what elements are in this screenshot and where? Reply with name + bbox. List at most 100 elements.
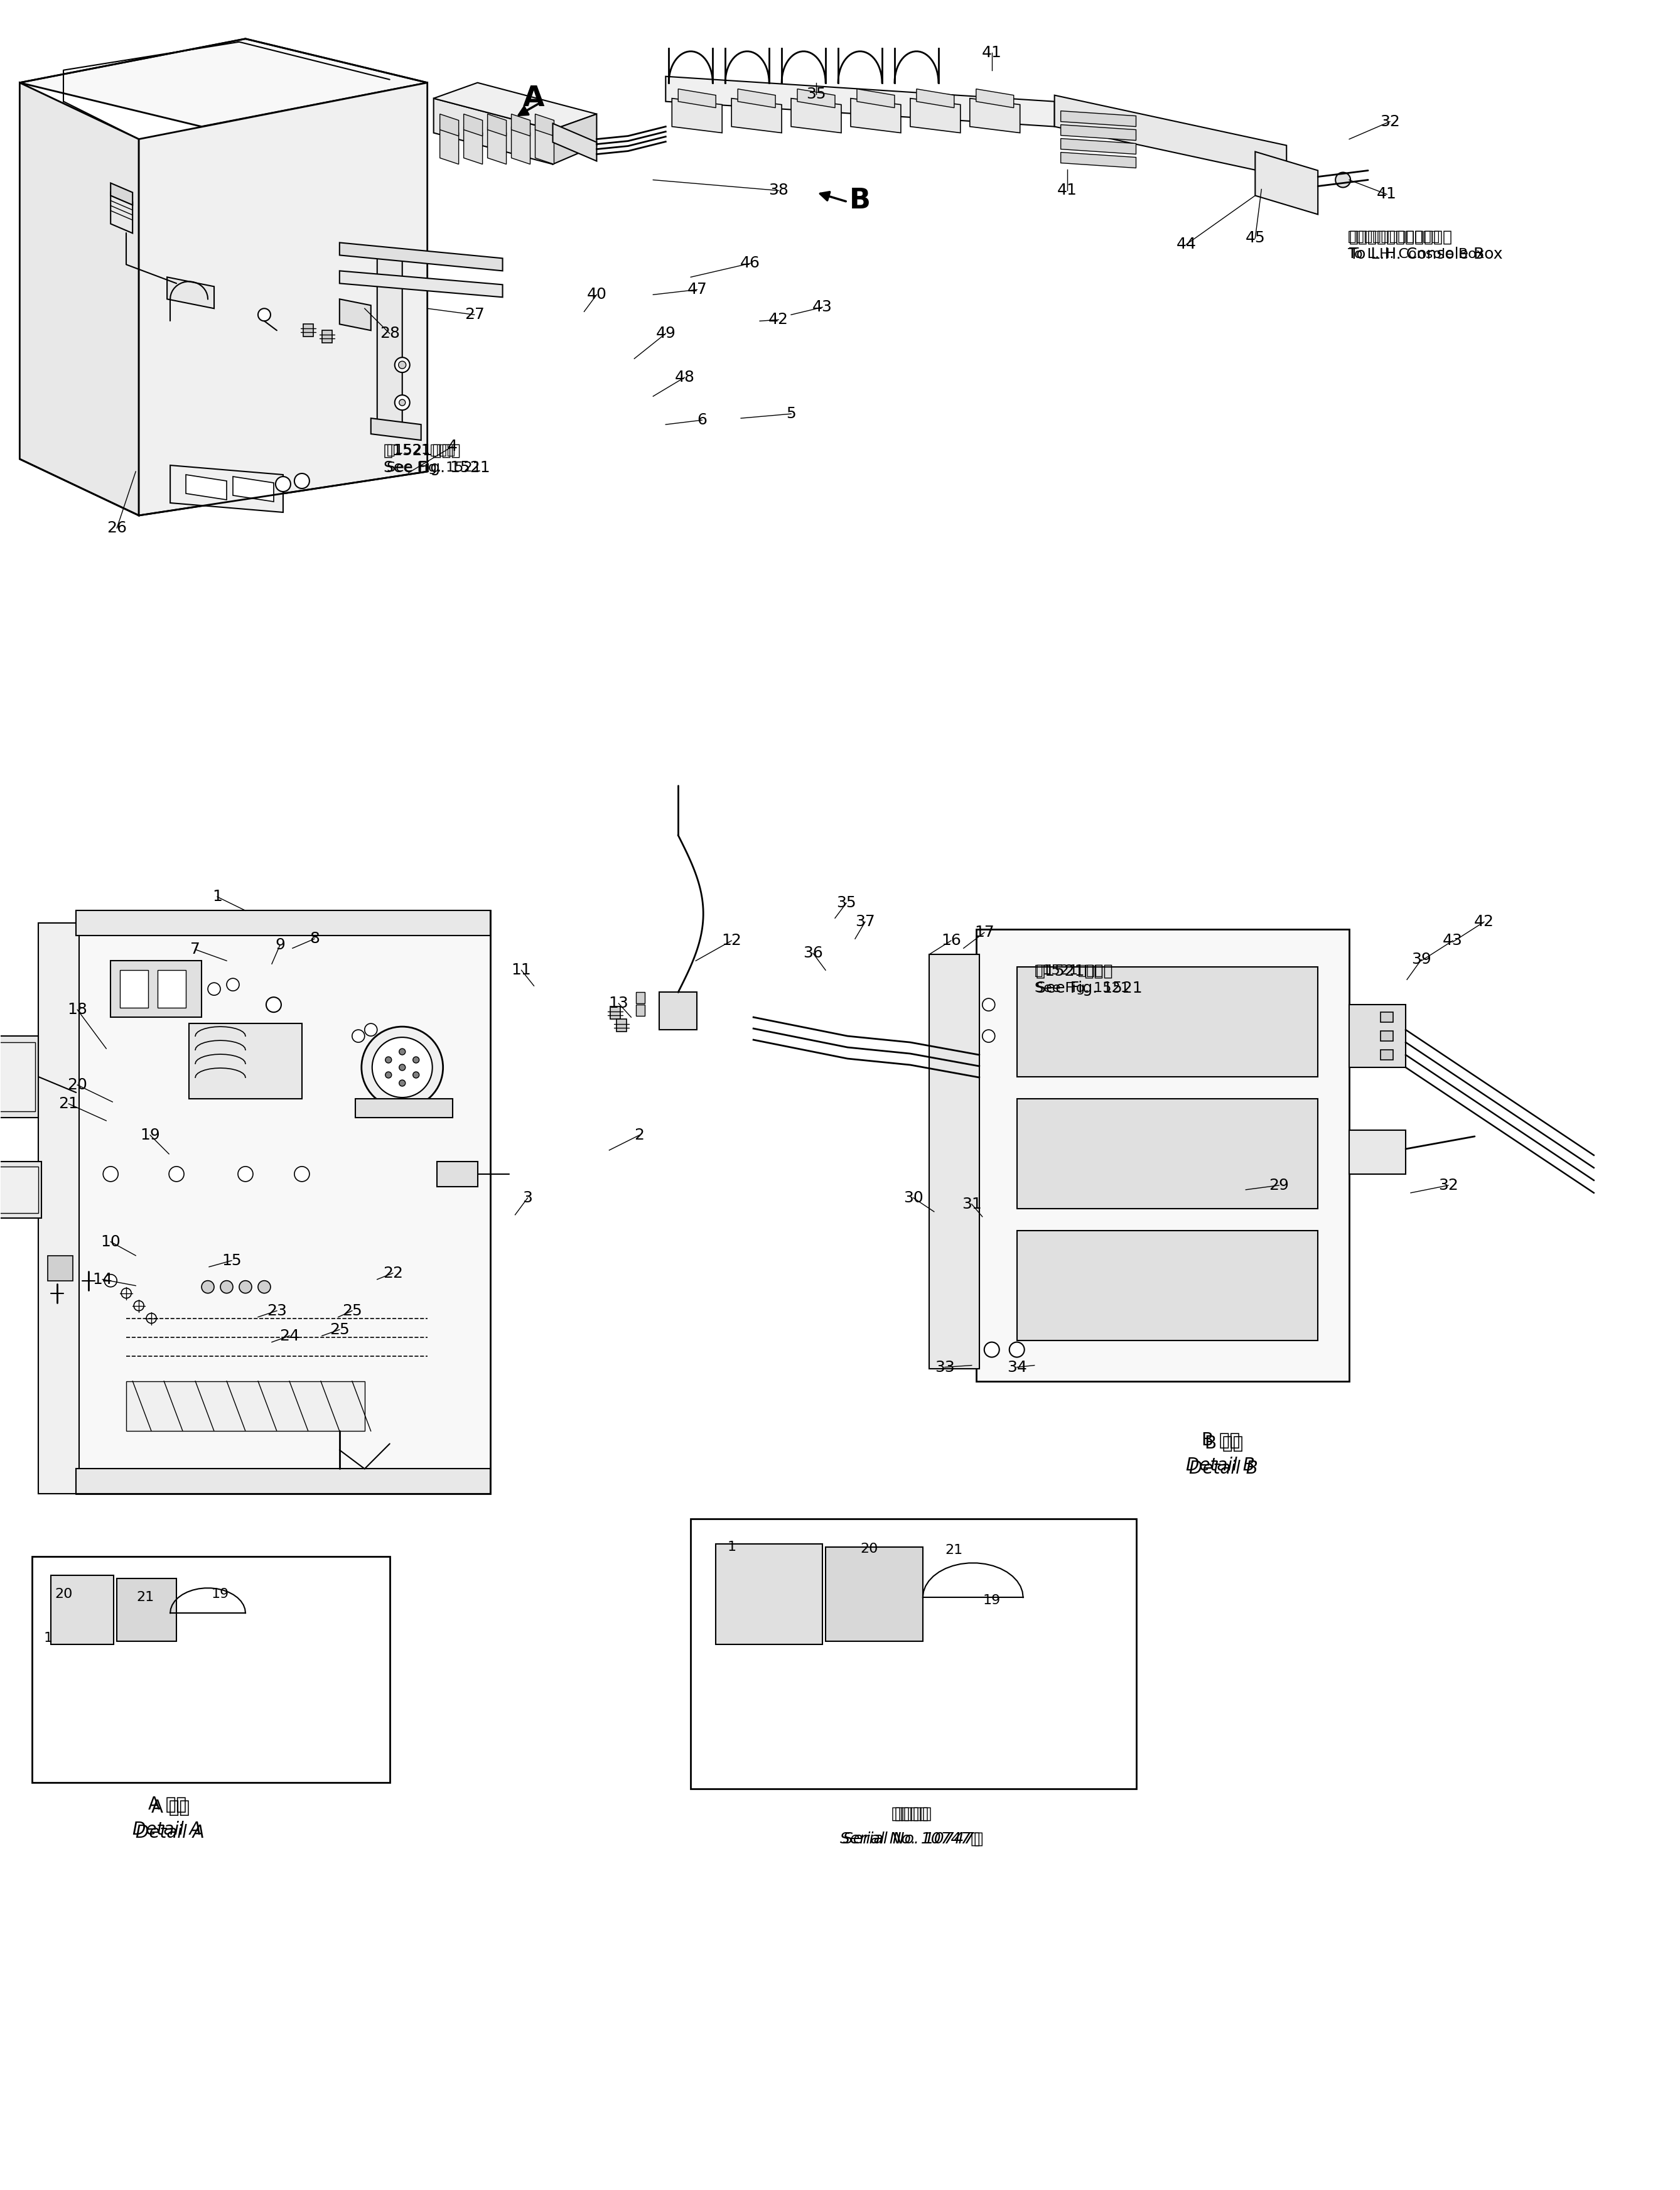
- Polygon shape: [302, 324, 312, 337]
- Text: 27: 27: [464, 307, 484, 322]
- Polygon shape: [126, 1382, 365, 1432]
- Polygon shape: [39, 924, 79, 1494]
- Circle shape: [983, 1029, 995, 1042]
- Text: 29: 29: [1268, 1178, 1289, 1194]
- Polygon shape: [339, 272, 502, 298]
- Polygon shape: [929, 955, 979, 1369]
- Text: 37: 37: [855, 915, 875, 929]
- Text: 21: 21: [946, 1544, 963, 1557]
- Polygon shape: [637, 1005, 645, 1016]
- Polygon shape: [186, 475, 227, 499]
- Text: Serial No. 10747～: Serial No. 10747～: [840, 1831, 981, 1846]
- Text: 32: 32: [1438, 1178, 1458, 1194]
- Text: Detail B: Detail B: [1189, 1461, 1258, 1478]
- Polygon shape: [976, 90, 1013, 107]
- Text: Detail A: Detail A: [133, 1820, 202, 1837]
- Circle shape: [102, 1167, 118, 1183]
- Polygon shape: [433, 99, 553, 164]
- Text: 20: 20: [67, 1077, 87, 1093]
- Polygon shape: [50, 1575, 114, 1645]
- Circle shape: [365, 1023, 378, 1036]
- Text: 35: 35: [837, 896, 857, 911]
- Text: 13: 13: [608, 996, 628, 1012]
- Circle shape: [400, 1080, 405, 1086]
- Polygon shape: [20, 39, 427, 127]
- Text: 1: 1: [727, 1542, 736, 1553]
- Circle shape: [400, 1064, 405, 1071]
- Text: 19: 19: [983, 1594, 1001, 1607]
- Polygon shape: [323, 331, 333, 344]
- Circle shape: [104, 1275, 118, 1288]
- Text: 2: 2: [635, 1128, 645, 1143]
- Polygon shape: [371, 418, 422, 440]
- Text: 22: 22: [383, 1266, 403, 1281]
- Circle shape: [239, 1167, 254, 1183]
- Polygon shape: [1060, 112, 1136, 127]
- Circle shape: [134, 1301, 144, 1312]
- Text: 7: 7: [190, 942, 200, 957]
- Polygon shape: [464, 127, 482, 164]
- Circle shape: [146, 1314, 156, 1323]
- Circle shape: [294, 473, 309, 488]
- Circle shape: [361, 1027, 444, 1108]
- Polygon shape: [1349, 1005, 1406, 1067]
- Polygon shape: [32, 1557, 390, 1783]
- Polygon shape: [791, 99, 842, 134]
- Polygon shape: [339, 300, 371, 331]
- Polygon shape: [190, 1023, 302, 1099]
- Text: 28: 28: [380, 326, 400, 342]
- Circle shape: [220, 1281, 234, 1294]
- Text: B: B: [850, 186, 870, 215]
- Polygon shape: [536, 114, 554, 136]
- Circle shape: [983, 999, 995, 1012]
- Polygon shape: [0, 1167, 39, 1213]
- Polygon shape: [911, 99, 961, 134]
- Polygon shape: [665, 77, 1055, 127]
- Circle shape: [227, 979, 239, 990]
- Text: 20: 20: [860, 1542, 879, 1555]
- Text: 24: 24: [279, 1329, 299, 1342]
- Polygon shape: [738, 90, 776, 107]
- Text: 25: 25: [343, 1303, 363, 1318]
- Polygon shape: [659, 992, 697, 1029]
- Polygon shape: [111, 184, 133, 206]
- Circle shape: [121, 1288, 131, 1299]
- Text: 17: 17: [974, 924, 995, 940]
- Circle shape: [1336, 173, 1351, 188]
- Polygon shape: [487, 127, 506, 164]
- Circle shape: [259, 309, 270, 322]
- Polygon shape: [1349, 1130, 1406, 1174]
- Circle shape: [400, 1049, 405, 1056]
- Polygon shape: [0, 1042, 35, 1110]
- Polygon shape: [850, 99, 900, 134]
- Circle shape: [1010, 1342, 1025, 1358]
- Text: 35: 35: [806, 85, 827, 101]
- Circle shape: [984, 1342, 1000, 1358]
- Polygon shape: [1016, 1099, 1317, 1209]
- Text: 33: 33: [934, 1360, 954, 1375]
- Polygon shape: [1381, 1049, 1393, 1060]
- Polygon shape: [1381, 1031, 1393, 1040]
- Text: 43: 43: [813, 300, 833, 315]
- Polygon shape: [487, 114, 506, 136]
- Polygon shape: [378, 252, 402, 434]
- Circle shape: [202, 1281, 213, 1294]
- Text: 5: 5: [786, 407, 796, 420]
- Text: 38: 38: [768, 184, 788, 197]
- Circle shape: [373, 1038, 432, 1097]
- Text: 44: 44: [1176, 237, 1196, 252]
- Text: 左コンソールボックスへ
To L.H. Console Box: 左コンソールボックスへ To L.H. Console Box: [1349, 230, 1502, 263]
- Polygon shape: [917, 90, 954, 107]
- Polygon shape: [731, 99, 781, 134]
- Polygon shape: [49, 1255, 72, 1281]
- Polygon shape: [76, 911, 491, 935]
- Text: 32: 32: [1379, 114, 1399, 129]
- Text: 42: 42: [768, 313, 788, 326]
- Text: 34: 34: [1006, 1360, 1026, 1375]
- Polygon shape: [798, 90, 835, 107]
- Circle shape: [170, 1167, 185, 1183]
- Text: 30: 30: [904, 1191, 924, 1205]
- Text: 6: 6: [697, 412, 707, 427]
- Text: 18: 18: [67, 1003, 87, 1016]
- Circle shape: [294, 1167, 309, 1183]
